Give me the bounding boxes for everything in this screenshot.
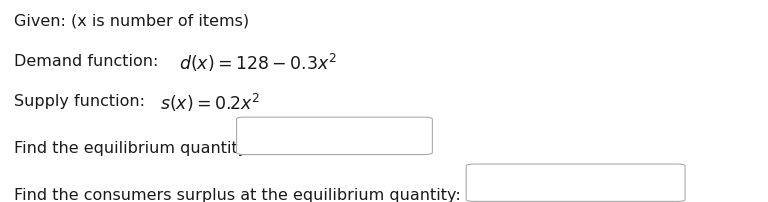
Text: Find the equilibrium quantity:: Find the equilibrium quantity: [14, 141, 251, 156]
Text: Find the consumers surplus at the equilibrium quantity:: Find the consumers surplus at the equili… [14, 188, 461, 202]
Text: Supply function:: Supply function: [14, 94, 150, 109]
Text: $s(x) = 0.2x^2$: $s(x) = 0.2x^2$ [160, 92, 260, 114]
FancyBboxPatch shape [237, 117, 432, 155]
Text: $d(x) = 128 - 0.3x^2$: $d(x) = 128 - 0.3x^2$ [179, 52, 337, 74]
Text: Given: (x is number of items): Given: (x is number of items) [14, 13, 249, 28]
FancyBboxPatch shape [466, 164, 685, 201]
Text: Demand function:: Demand function: [14, 54, 164, 68]
